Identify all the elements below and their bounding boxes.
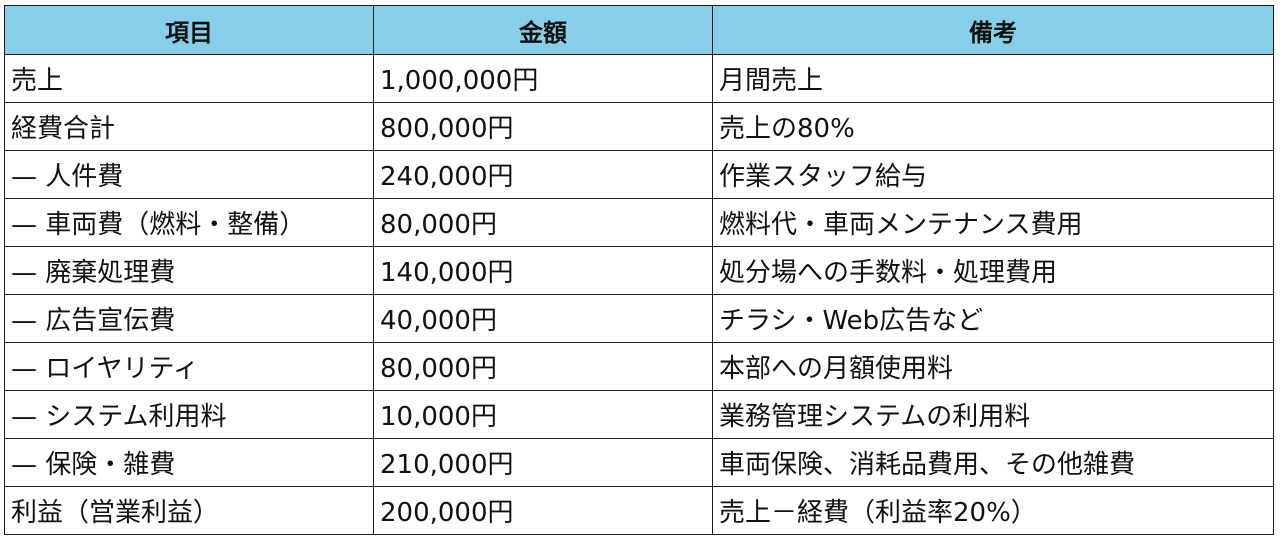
table-row: — ロイヤリティ 80,000円 本部への月額使用料 xyxy=(4,342,1274,391)
cell-amount: 210,000円 xyxy=(373,438,713,487)
table-row: — 広告宣伝費 40,000円 チラシ・Web広告など xyxy=(4,294,1274,343)
table-row: — 人件費 240,000円 作業スタッフ給与 xyxy=(4,150,1274,199)
cell-note: 業務管理システムの利用料 xyxy=(712,390,1274,439)
cell-amount: 10,000円 xyxy=(373,390,713,439)
cell-note: 車両保険、消耗品費用、その他雑費 xyxy=(712,438,1274,487)
table-row: 売上 1,000,000円 月間売上 xyxy=(4,54,1274,103)
cell-item: — 広告宣伝費 xyxy=(4,294,374,343)
table-container: 項目 金額 備考 売上 1,000,000円 月間売上 経費合計 800,000… xyxy=(4,5,1274,535)
cell-note: 本部への月額使用料 xyxy=(712,342,1274,391)
cell-item: — 保険・雑費 xyxy=(4,438,374,487)
cell-item: — システム利用料 xyxy=(4,390,374,439)
table-header-row: 項目 金額 備考 xyxy=(4,5,1274,55)
cell-item: — ロイヤリティ xyxy=(4,342,374,391)
cell-amount: 80,000円 xyxy=(373,198,713,247)
cell-amount: 1,000,000円 xyxy=(373,54,713,103)
cell-note: 売上の80% xyxy=(712,102,1274,151)
header-item: 項目 xyxy=(4,5,374,55)
profit-table: 項目 金額 備考 売上 1,000,000円 月間売上 経費合計 800,000… xyxy=(4,5,1274,535)
cell-amount: 800,000円 xyxy=(373,102,713,151)
table-row: — 車両費（燃料・整備） 80,000円 燃料代・車両メンテナンス費用 xyxy=(4,198,1274,247)
cell-amount: 200,000円 xyxy=(373,486,713,535)
header-note: 備考 xyxy=(712,5,1274,55)
table-row: — 廃棄処理費 140,000円 処分場への手数料・処理費用 xyxy=(4,246,1274,295)
cell-item: — 廃棄処理費 xyxy=(4,246,374,295)
header-amount: 金額 xyxy=(373,5,713,55)
table-row: 利益（営業利益） 200,000円 売上－経費（利益率20%） xyxy=(4,486,1274,535)
cell-item: — 車両費（燃料・整備） xyxy=(4,198,374,247)
cell-amount: 240,000円 xyxy=(373,150,713,199)
cell-note: 燃料代・車両メンテナンス費用 xyxy=(712,198,1274,247)
cell-note: 処分場への手数料・処理費用 xyxy=(712,246,1274,295)
cell-item: — 人件費 xyxy=(4,150,374,199)
cell-item: 売上 xyxy=(4,54,374,103)
cell-note: 作業スタッフ給与 xyxy=(712,150,1274,199)
cell-note: チラシ・Web広告など xyxy=(712,294,1274,343)
table-row: 経費合計 800,000円 売上の80% xyxy=(4,102,1274,151)
cell-amount: 40,000円 xyxy=(373,294,713,343)
cell-note: 月間売上 xyxy=(712,54,1274,103)
cell-note: 売上－経費（利益率20%） xyxy=(712,486,1274,535)
table-row: — 保険・雑費 210,000円 車両保険、消耗品費用、その他雑費 xyxy=(4,438,1274,487)
cell-amount: 140,000円 xyxy=(373,246,713,295)
cell-amount: 80,000円 xyxy=(373,342,713,391)
cell-item: 利益（営業利益） xyxy=(4,486,374,535)
table-row: — システム利用料 10,000円 業務管理システムの利用料 xyxy=(4,390,1274,439)
cell-item: 経費合計 xyxy=(4,102,374,151)
